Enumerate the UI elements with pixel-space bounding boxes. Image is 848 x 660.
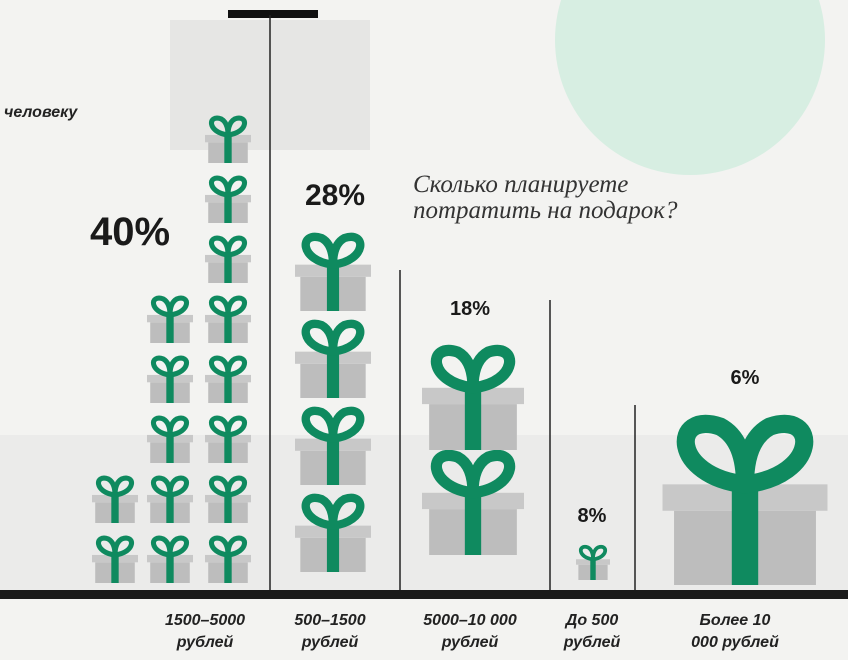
bow (211, 358, 244, 375)
bow (211, 238, 244, 255)
ribbon (224, 435, 231, 463)
category-label: 1500–5000 рублей (155, 610, 255, 654)
chart: 40% 28% 18% 8% 6% (0, 0, 848, 660)
ribbon (327, 352, 339, 398)
ribbon (166, 495, 173, 523)
ribbon (327, 526, 339, 572)
ribbon (732, 484, 758, 585)
ribbon (224, 315, 231, 343)
baseline (0, 590, 848, 599)
ribbon (465, 388, 481, 450)
ribbon (224, 195, 231, 223)
ribbon (224, 495, 231, 523)
title-fragment: человеку (4, 104, 77, 122)
ribbon (111, 555, 118, 583)
question: Сколько планируете потратить на подарок? (413, 172, 743, 224)
ribbon (465, 493, 481, 555)
bow (306, 411, 361, 439)
ribbon (224, 135, 231, 163)
ribbon (111, 495, 118, 523)
bow (153, 298, 186, 315)
infographic: 40% 28% 18% 8% 6% человеку Сколько планирует… (0, 0, 848, 660)
gift-group (92, 118, 251, 583)
bow (306, 237, 361, 265)
ribbon (166, 315, 173, 343)
value-label: 28% (305, 179, 365, 212)
category-label: 500–1500 рублей (280, 610, 380, 654)
ribbon (590, 559, 595, 580)
gift-group (576, 547, 610, 580)
decor-bar (228, 10, 318, 18)
bow (436, 350, 509, 387)
bow (211, 418, 244, 435)
ribbon (224, 555, 231, 583)
gift-group (663, 424, 828, 585)
ribbon (166, 435, 173, 463)
ribbon (224, 375, 231, 403)
category-label: До 500 рублей (542, 610, 642, 654)
bow (306, 324, 361, 352)
value-label: 40% (90, 210, 170, 254)
bow (211, 298, 244, 315)
ribbon (224, 255, 231, 283)
ribbon (166, 555, 173, 583)
ribbon (327, 439, 339, 485)
bow (153, 358, 186, 375)
ribbon (166, 375, 173, 403)
value-label: 6% (731, 367, 760, 389)
ribbon (327, 265, 339, 311)
category-label: Более 10 000 рублей (685, 610, 785, 654)
value-label: 8% (578, 505, 607, 527)
value-label: 18% (450, 298, 490, 320)
category-label: 5000–10 000 рублей (420, 610, 520, 654)
decor-circle (555, 0, 825, 175)
bow (153, 418, 186, 435)
bow (211, 178, 244, 195)
